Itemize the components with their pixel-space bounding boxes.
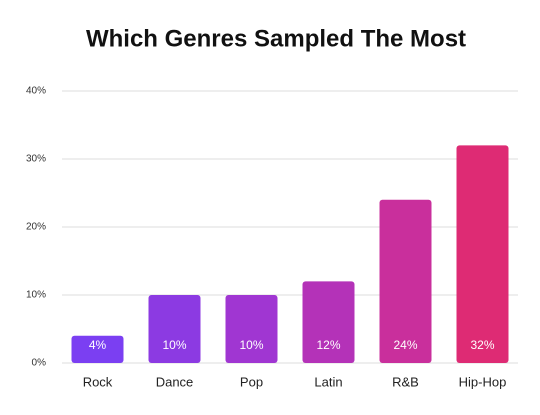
x-tick-label: Rock — [83, 374, 113, 389]
x-tick-label: Latin — [314, 374, 342, 389]
bar — [302, 281, 355, 363]
bar — [456, 145, 509, 363]
value-label: 10% — [239, 338, 263, 352]
bar — [71, 335, 124, 363]
value-label: 32% — [470, 338, 494, 352]
y-tick-label: 40% — [26, 86, 46, 97]
value-label: 4% — [89, 338, 107, 352]
bar — [225, 295, 278, 363]
value-label: 12% — [316, 338, 340, 352]
value-label: 10% — [162, 338, 186, 352]
y-tick-label: 0% — [32, 358, 47, 369]
value-label: 24% — [393, 338, 417, 352]
bar — [379, 199, 432, 363]
x-tick-label: Dance — [156, 374, 194, 389]
x-tick-label: Hip-Hop — [459, 374, 507, 389]
y-tick-label: 30% — [26, 154, 46, 165]
y-tick-label: 10% — [26, 290, 46, 301]
y-tick-label: 20% — [26, 222, 46, 233]
x-tick-label: R&B — [392, 374, 419, 389]
chart-title: Which Genres Sampled The Most — [86, 25, 466, 52]
x-tick-label: Pop — [240, 374, 263, 389]
bar — [148, 295, 201, 363]
